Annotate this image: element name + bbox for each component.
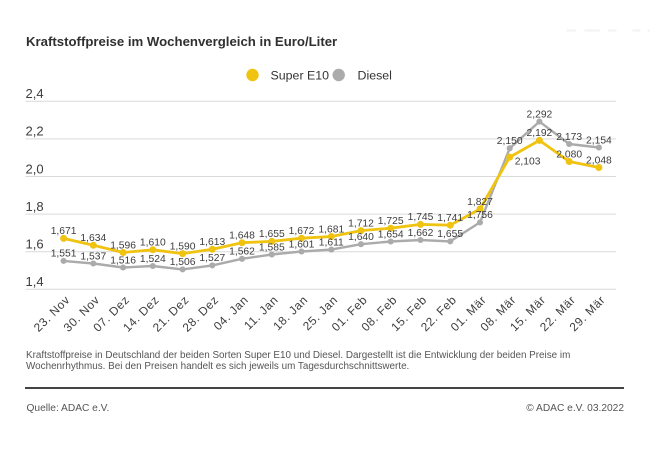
svg-text:1,601: 1,601 xyxy=(289,239,315,250)
svg-text:2,154: 2,154 xyxy=(586,135,612,146)
svg-text:1,527: 1,527 xyxy=(199,253,225,264)
svg-text:2,103: 2,103 xyxy=(515,157,541,168)
svg-text:2,048: 2,048 xyxy=(586,155,612,166)
svg-text:1,745: 1,745 xyxy=(408,212,434,223)
svg-text:2,173: 2,173 xyxy=(556,132,582,143)
svg-text:2,0: 2,0 xyxy=(26,161,44,176)
svg-text:1,596: 1,596 xyxy=(110,240,136,251)
svg-text:1,741: 1,741 xyxy=(437,213,463,224)
svg-text:1,516: 1,516 xyxy=(110,255,136,266)
svg-text:1,725: 1,725 xyxy=(378,216,404,227)
svg-text:1,611: 1,611 xyxy=(319,237,344,248)
svg-text:1,610: 1,610 xyxy=(140,238,166,249)
svg-text:2,2: 2,2 xyxy=(26,124,44,139)
svg-text:1,827: 1,827 xyxy=(467,197,493,208)
svg-text:1,712: 1,712 xyxy=(348,218,374,229)
svg-text:1,585: 1,585 xyxy=(259,242,285,253)
svg-text:2,150: 2,150 xyxy=(497,136,523,147)
svg-text:2,4: 2,4 xyxy=(26,86,44,101)
svg-text:Super E10: Super E10 xyxy=(271,69,330,83)
svg-text:1,537: 1,537 xyxy=(80,251,106,262)
svg-text:1,672: 1,672 xyxy=(289,226,315,237)
svg-text:1,634: 1,634 xyxy=(80,233,106,244)
svg-text:1,4: 1,4 xyxy=(26,274,44,289)
svg-text:1,681: 1,681 xyxy=(318,224,344,235)
svg-text:Diesel: Diesel xyxy=(358,69,392,83)
svg-text:1,648: 1,648 xyxy=(229,231,255,242)
svg-text:1,562: 1,562 xyxy=(229,247,255,258)
svg-text:1,506: 1,506 xyxy=(170,257,196,268)
svg-text:1,671: 1,671 xyxy=(51,226,77,237)
svg-text:1,6: 1,6 xyxy=(26,237,44,252)
svg-text:1,613: 1,613 xyxy=(199,237,225,248)
svg-text:1,662: 1,662 xyxy=(408,228,434,239)
svg-text:1,654: 1,654 xyxy=(378,229,404,240)
svg-text:1,590: 1,590 xyxy=(170,241,196,252)
svg-text:1,524: 1,524 xyxy=(140,254,166,265)
svg-text:2,292: 2,292 xyxy=(527,109,553,120)
svg-text:1,655: 1,655 xyxy=(437,229,463,240)
svg-text:1,551: 1,551 xyxy=(51,249,77,260)
svg-text:1,756: 1,756 xyxy=(467,210,493,221)
svg-text:2,080: 2,080 xyxy=(556,149,582,160)
svg-text:1,655: 1,655 xyxy=(259,229,285,240)
svg-text:1,8: 1,8 xyxy=(26,199,44,214)
svg-text:1,640: 1,640 xyxy=(348,232,374,243)
svg-text:2,192: 2,192 xyxy=(527,128,553,139)
